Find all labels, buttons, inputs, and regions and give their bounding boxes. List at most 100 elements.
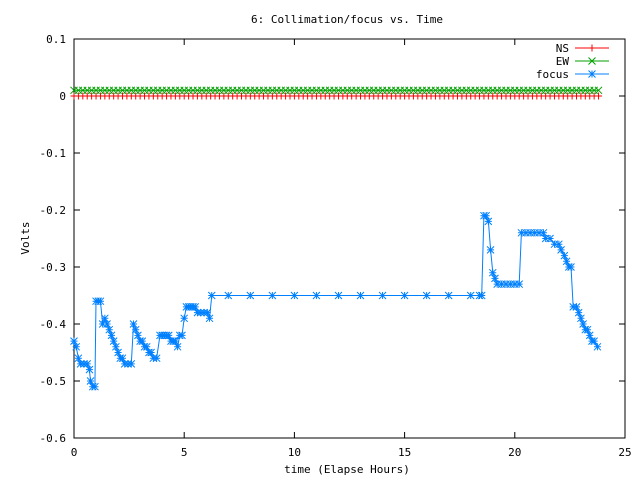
data-point-focus xyxy=(562,257,571,266)
data-point-focus xyxy=(541,234,550,243)
data-point-focus xyxy=(550,240,559,249)
legend-label-focus: focus xyxy=(536,68,569,81)
series-focus xyxy=(70,211,602,391)
data-point-focus xyxy=(502,280,510,288)
data-point-focus xyxy=(171,337,180,345)
data-point-focus xyxy=(96,297,105,306)
y-tick-label: -0.4 xyxy=(40,318,67,331)
data-point-focus xyxy=(585,331,594,340)
data-point-focus xyxy=(91,382,99,391)
y-tick-label: -0.5 xyxy=(40,375,67,388)
data-point-focus xyxy=(539,228,548,237)
x-tick-label: 15 xyxy=(398,446,411,459)
data-point-focus xyxy=(488,268,497,277)
data-point-focus xyxy=(560,251,569,260)
data-point-focus xyxy=(74,354,83,363)
data-point-focus xyxy=(526,228,535,237)
series-ew xyxy=(70,86,603,95)
series-line-focus xyxy=(73,215,598,388)
series-ns xyxy=(70,92,603,100)
x-tick-label: 25 xyxy=(618,446,631,459)
legend-marker-ns xyxy=(588,44,596,52)
data-point-focus xyxy=(574,308,583,317)
data-point-focus xyxy=(590,337,598,345)
y-tick-label: -0.3 xyxy=(40,261,67,274)
data-point-focus xyxy=(134,331,142,340)
data-point-focus xyxy=(583,325,592,334)
data-point-focus xyxy=(510,280,519,288)
legend-label-ns: NS xyxy=(556,42,569,55)
data-point-focus xyxy=(207,291,216,300)
data-point-focus xyxy=(577,314,585,323)
data-point-focus xyxy=(105,325,114,334)
data-point-focus xyxy=(400,291,409,300)
data-point-ew xyxy=(594,86,603,95)
y-tick-label: -0.2 xyxy=(40,204,67,217)
data-point-focus xyxy=(103,320,111,328)
data-point-focus xyxy=(593,342,602,351)
data-point-focus xyxy=(546,234,554,243)
data-point-focus xyxy=(203,308,212,317)
data-point-focus xyxy=(224,291,233,300)
axis-ticks: 0 5 10 15 20 25 -0.6 -0.5 -0.4 -0.3 -0.2 -0.1 0 0.1 xyxy=(40,33,632,459)
data-point-focus xyxy=(180,314,189,323)
data-point-focus xyxy=(114,348,122,357)
data-point-focus xyxy=(491,274,499,283)
legend-label-ew: EW xyxy=(556,55,570,68)
data-point-focus xyxy=(70,337,78,345)
data-point-focus xyxy=(497,280,506,288)
data-point-focus xyxy=(557,246,565,254)
x-tick-label: 20 xyxy=(508,446,521,459)
chart-title: 6: Collimation/focus vs. Time xyxy=(251,13,443,26)
data-point-focus xyxy=(290,291,299,300)
data-point-focus xyxy=(356,291,365,300)
series-layer xyxy=(70,86,603,391)
data-point-focus xyxy=(131,325,140,334)
data-point-focus xyxy=(118,354,127,363)
data-point-focus xyxy=(85,365,94,374)
data-point-focus xyxy=(517,228,526,237)
data-point-focus xyxy=(142,342,151,351)
x-axis-label: time (Elapse Hours) xyxy=(284,463,410,476)
data-point-focus xyxy=(164,331,173,340)
data-point-focus xyxy=(72,342,81,351)
data-point-focus xyxy=(98,320,107,328)
data-point-focus xyxy=(493,280,502,288)
data-point-focus xyxy=(129,320,138,328)
data-point-focus xyxy=(521,228,530,237)
plot-frame xyxy=(73,38,626,439)
y-tick-label: -0.6 xyxy=(40,432,67,445)
data-point-focus xyxy=(484,217,493,226)
data-point-focus xyxy=(107,331,116,340)
x-tick-label: 5 xyxy=(181,446,188,459)
data-point-focus xyxy=(173,342,182,351)
legend-marker-ew xyxy=(588,57,596,65)
x-tick-label: 10 xyxy=(288,446,301,459)
data-point-focus xyxy=(127,360,136,368)
data-point-focus xyxy=(268,291,277,300)
data-point-focus xyxy=(112,342,120,351)
data-point-focus xyxy=(138,337,147,345)
data-point-focus xyxy=(334,291,343,300)
data-point-focus xyxy=(466,291,475,300)
y-tick-label: -0.1 xyxy=(40,147,67,160)
y-axis-label: Volts xyxy=(19,221,32,254)
data-point-focus xyxy=(147,348,155,357)
data-point-focus xyxy=(86,377,95,385)
data-point-focus xyxy=(579,320,587,328)
data-point-ns xyxy=(595,92,603,100)
data-point-focus xyxy=(109,337,118,345)
data-point-focus xyxy=(152,354,161,363)
data-point-focus xyxy=(567,263,575,271)
data-point-focus xyxy=(486,246,495,254)
data-point-focus xyxy=(515,280,524,288)
data-point-focus xyxy=(205,314,214,323)
data-point-focus xyxy=(482,211,491,220)
data-point-focus xyxy=(246,291,255,300)
x-tick-label: 0 xyxy=(71,446,78,459)
data-point-focus xyxy=(477,291,486,300)
data-point-focus xyxy=(101,314,109,323)
data-point-focus xyxy=(83,360,92,368)
data-point-focus xyxy=(530,228,539,237)
